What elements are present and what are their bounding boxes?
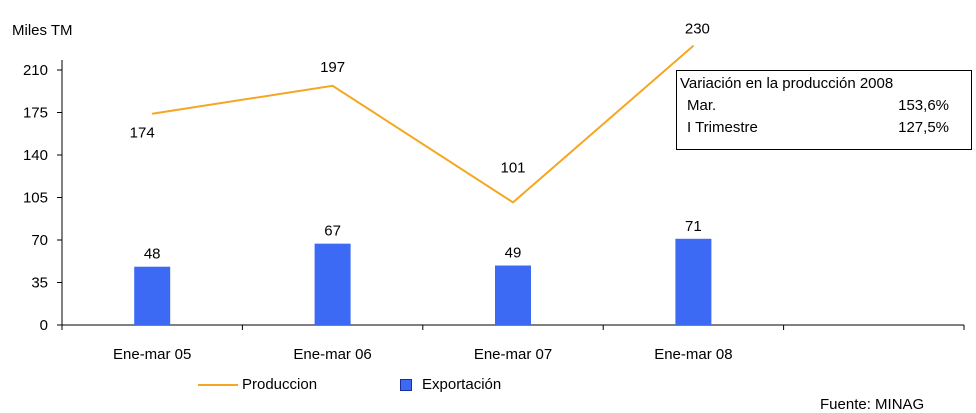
source-note: Fuente: MINAG (820, 396, 925, 413)
info-row-mar: Mar. 153,6% (680, 95, 971, 117)
bar-exportacion (314, 243, 351, 325)
info-row-value: 153,6% (898, 97, 949, 114)
x-tick-label: Ene-mar 05 (113, 346, 191, 363)
bar-exportacion (134, 266, 171, 325)
y-tick-label: 35 (31, 275, 48, 292)
line-produccion (152, 44, 695, 204)
line-data-label: 230 (685, 21, 710, 38)
legend-item-produccion: Produccion (198, 376, 317, 393)
legend-label: Exportación (422, 376, 502, 393)
y-tick-label: 0 (40, 317, 48, 334)
legend-label: Produccion (242, 376, 318, 393)
variation-info-box: Variación en la producción 2008 Mar. 153… (676, 70, 972, 150)
y-tick-label: 140 (23, 147, 48, 164)
x-tick-label: Ene-mar 07 (474, 346, 552, 363)
info-row-label: I Trimestre (687, 119, 758, 136)
bar-data-label: 67 (324, 223, 341, 240)
legend-square-swatch (400, 378, 412, 391)
bar-data-label: 49 (505, 245, 522, 262)
x-tick-label: Ene-mar 06 (293, 346, 371, 363)
legend-item-exportacion: Exportación (400, 376, 501, 393)
legend-line-swatch (198, 383, 238, 386)
line-data-label: 174 (130, 125, 155, 142)
x-tick-label: Ene-mar 08 (654, 346, 732, 363)
info-row-label: Mar. (687, 97, 717, 114)
info-box-title: Variación en la producción 2008 (680, 73, 971, 95)
line-point (151, 113, 153, 115)
bar-exportacion (675, 238, 712, 325)
y-tick-label: 175 (23, 105, 48, 122)
line-point (512, 201, 514, 203)
info-row-trimestre: I Trimestre 127,5% (680, 117, 971, 139)
info-box-title-text: Variación en la producción 2008 (680, 75, 894, 92)
y-axis-label: Miles TM (12, 22, 73, 39)
bar-data-label: 48 (144, 246, 161, 263)
line-data-label: 101 (500, 159, 525, 176)
info-row-value: 127,5% (898, 119, 949, 136)
bar-data-label: 71 (685, 218, 702, 235)
y-tick-label: 105 (23, 190, 48, 207)
line-data-label: 197 (320, 59, 345, 76)
line-point (692, 45, 694, 47)
y-tick-label: 210 (23, 62, 48, 79)
y-tick-label: 70 (31, 232, 48, 249)
line-point (332, 85, 334, 87)
bar-exportacion (495, 265, 531, 325)
